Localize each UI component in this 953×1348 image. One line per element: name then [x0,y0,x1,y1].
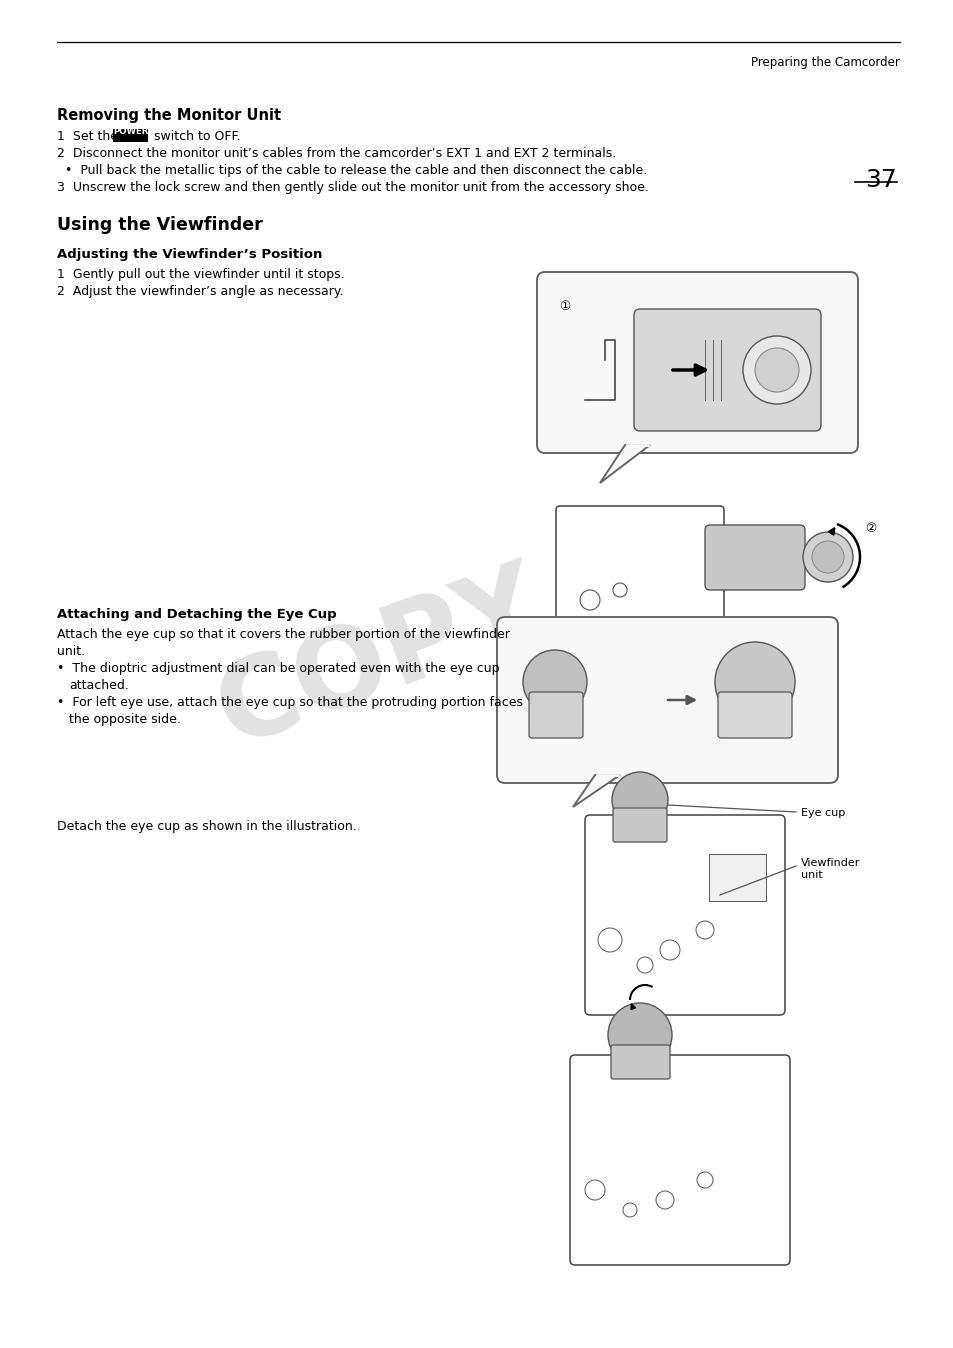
FancyBboxPatch shape [610,1045,669,1078]
FancyBboxPatch shape [704,524,804,590]
Text: unit.: unit. [57,644,85,658]
Text: 37: 37 [864,168,896,191]
Text: POWER: POWER [112,128,148,136]
Text: Adjusting the Viewfinder’s Position: Adjusting the Viewfinder’s Position [57,248,322,262]
FancyBboxPatch shape [613,807,666,842]
Text: ①: ① [558,301,570,313]
FancyBboxPatch shape [634,309,821,431]
Text: Attaching and Detaching the Eye Cup: Attaching and Detaching the Eye Cup [57,608,336,621]
FancyBboxPatch shape [718,692,791,737]
Polygon shape [573,775,619,807]
Text: 1  Set the: 1 Set the [57,129,122,143]
FancyBboxPatch shape [497,617,837,783]
Text: Preparing the Camcorder: Preparing the Camcorder [750,57,899,69]
Text: •  For left eye use, attach the eye cup so that the protruding portion faces: • For left eye use, attach the eye cup s… [57,696,522,709]
Text: ②: ② [864,523,876,535]
Circle shape [607,1003,671,1068]
Text: Eye cup: Eye cup [801,807,844,818]
FancyBboxPatch shape [537,272,857,453]
Text: 2  Disconnect the monitor unit’s cables from the camcorder’s EXT 1 and EXT 2 ter: 2 Disconnect the monitor unit’s cables f… [57,147,616,160]
Circle shape [612,772,667,828]
Text: 1  Gently pull out the viewfinder until it stops.: 1 Gently pull out the viewfinder until i… [57,268,344,280]
Text: Removing the Monitor Unit: Removing the Monitor Unit [57,108,281,123]
Circle shape [802,532,852,582]
Polygon shape [599,445,649,483]
Circle shape [754,348,799,392]
Circle shape [522,650,586,714]
FancyBboxPatch shape [569,1055,789,1264]
Text: Using the Viewfinder: Using the Viewfinder [57,216,262,235]
Text: •  Pull back the metallic tips of the cable to release the cable and then discon: • Pull back the metallic tips of the cab… [65,164,646,177]
FancyBboxPatch shape [529,692,582,737]
FancyBboxPatch shape [556,506,723,644]
Circle shape [742,336,810,404]
Text: 3  Unscrew the lock screw and then gently slide out the monitor unit from the ac: 3 Unscrew the lock screw and then gently… [57,181,648,194]
Text: COPY: COPY [203,551,557,768]
Text: •  The dioptric adjustment dial can be operated even with the eye cup: • The dioptric adjustment dial can be op… [57,662,499,675]
Text: Viewfinder
unit: Viewfinder unit [801,857,860,880]
Text: the opposite side.: the opposite side. [69,713,181,727]
FancyBboxPatch shape [708,855,765,900]
Text: 2  Adjust the viewfinder’s angle as necessary.: 2 Adjust the viewfinder’s angle as neces… [57,284,343,298]
FancyBboxPatch shape [113,129,148,142]
Circle shape [811,541,843,573]
Text: Attach the eye cup so that it covers the rubber portion of the viewfinder: Attach the eye cup so that it covers the… [57,628,509,642]
Text: switch to OFF.: switch to OFF. [150,129,240,143]
Text: attached.: attached. [69,679,129,692]
FancyBboxPatch shape [584,816,784,1015]
Text: Detach the eye cup as shown in the illustration.: Detach the eye cup as shown in the illus… [57,820,356,833]
Circle shape [714,642,794,723]
